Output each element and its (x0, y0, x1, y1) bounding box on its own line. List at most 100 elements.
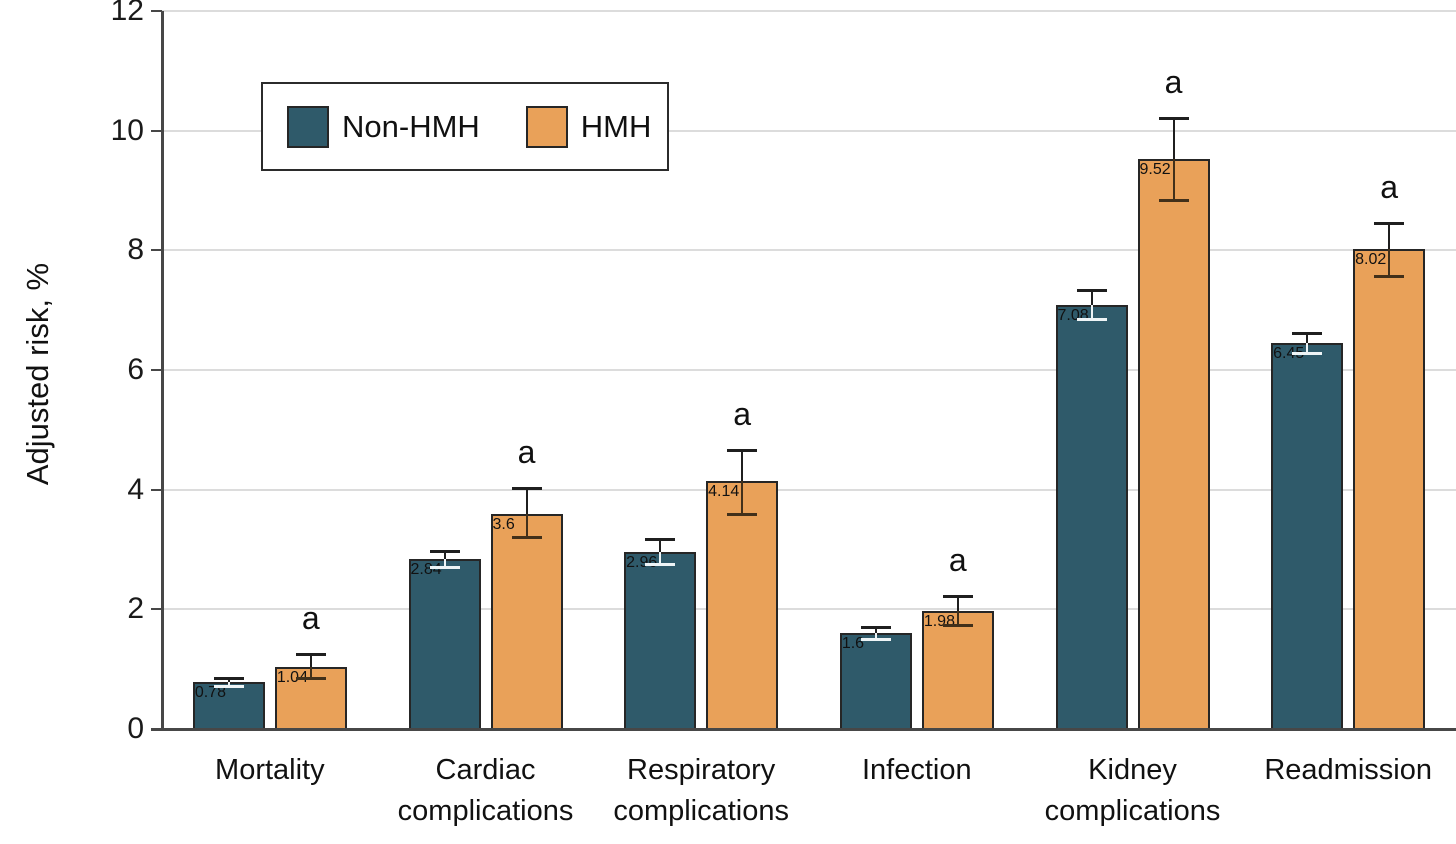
bar-hmh-4: 9.52 (1137, 159, 1210, 729)
error-bar-lower-hmh-5 (1388, 249, 1391, 277)
y-tick-label-8: 8 (127, 233, 144, 267)
gridline-10 (162, 129, 1456, 132)
error-cap-bottom-hmh-2 (727, 512, 758, 516)
error-cap-top-nonhmh-3 (860, 626, 891, 630)
bar-nonhmh-4: 7.08 (1055, 305, 1128, 729)
error-bar-upper-hmh-4 (1172, 118, 1175, 160)
bar-nonhmh-3: 1.6 (839, 633, 912, 729)
significance-marker-3: a (948, 541, 967, 578)
y-tick-label-2: 2 (127, 592, 144, 626)
y-tick-6 (151, 369, 162, 371)
error-bar-lower-nonhmh-1 (443, 559, 446, 568)
error-bar-lower-nonhmh-2 (659, 551, 662, 565)
legend-item-nonhmh: Non-HMH (287, 105, 480, 148)
error-bar-upper-hmh-3 (956, 595, 959, 611)
error-cap-bottom-nonhmh-0 (213, 684, 244, 688)
significance-marker-4: a (1164, 64, 1183, 101)
error-bar-lower-hmh-1 (525, 513, 528, 537)
significance-marker-5: a (1380, 168, 1399, 205)
significance-marker-2: a (733, 396, 752, 433)
error-bar-upper-nonhmh-2 (659, 538, 662, 552)
y-tick-2 (151, 608, 162, 611)
y-tick-10 (151, 129, 162, 132)
error-bar-lower-nonhmh-0 (227, 682, 230, 686)
category-label-5: Readmission (1264, 754, 1432, 786)
error-cap-top-hmh-4 (1158, 117, 1189, 121)
bar-hmh-1: 3.6 (490, 513, 563, 729)
category-label-3: Infection (862, 754, 972, 786)
error-cap-top-nonhmh-5 (1292, 331, 1323, 335)
error-bar-lower-hmh-0 (309, 666, 312, 679)
y-tick-label-12: 12 (110, 0, 144, 27)
y-tick-label-6: 6 (127, 353, 144, 386)
error-cap-top-hmh-3 (942, 594, 973, 598)
error-bar-lower-nonhmh-3 (874, 633, 877, 640)
bar-hmh-3: 1.98 (921, 610, 994, 729)
bar-nonhmh-0: 0.78 (192, 682, 265, 729)
category-label-2: Respiratory complications (613, 754, 789, 828)
error-cap-bottom-nonhmh-5 (1292, 352, 1323, 356)
significance-marker-1: a (517, 433, 536, 470)
bar-nonhmh-5: 6.45 (1271, 343, 1344, 729)
error-cap-bottom-nonhmh-1 (429, 566, 460, 570)
bar-nonhmh-2: 2.96 (624, 551, 697, 729)
error-cap-top-nonhmh-4 (1076, 289, 1107, 293)
gridline-12 (162, 10, 1456, 12)
legend-label-hmh: HMH (580, 108, 652, 144)
legend: Non-HMH HMH (261, 82, 669, 171)
error-cap-top-nonhmh-0 (213, 677, 244, 681)
gridline-4 (162, 488, 1456, 491)
error-bar-lower-hmh-4 (1172, 159, 1175, 201)
error-bar-upper-hmh-2 (741, 450, 744, 482)
error-bar-lower-nonhmh-4 (1090, 305, 1093, 320)
error-cap-bottom-nonhmh-3 (860, 638, 891, 642)
error-cap-bottom-hmh-0 (295, 677, 326, 681)
error-cap-top-hmh-2 (727, 449, 758, 453)
error-bar-lower-hmh-3 (956, 610, 959, 625)
error-bar-upper-hmh-5 (1388, 222, 1391, 250)
legend-item-hmh: HMH (525, 105, 652, 148)
y-axis-line (161, 11, 164, 730)
error-bar-upper-hmh-1 (525, 487, 528, 514)
error-bar-upper-hmh-0 (309, 654, 312, 667)
error-bar-upper-nonhmh-4 (1090, 290, 1093, 306)
y-tick-label-10: 10 (110, 113, 144, 147)
category-label-1: Cardiac complications (397, 754, 574, 828)
error-bar-upper-nonhmh-1 (443, 551, 446, 560)
error-cap-top-hmh-1 (511, 486, 542, 490)
y-tick-12 (151, 10, 162, 12)
error-cap-top-hmh-0 (295, 653, 326, 657)
error-bar-upper-nonhmh-3 (874, 627, 877, 634)
y-tick-label-0: 0 (127, 712, 144, 745)
y-tick-label-4: 4 (127, 472, 144, 506)
gridline-2 (162, 608, 1456, 611)
y-tick-4 (151, 488, 162, 491)
error-bar-lower-hmh-2 (741, 481, 744, 514)
y-axis-title: Adjusted risk, % (20, 262, 55, 486)
category-label-4: Kidney complications (1044, 754, 1221, 828)
error-cap-top-nonhmh-1 (429, 550, 460, 554)
error-cap-bottom-nonhmh-4 (1076, 318, 1107, 322)
error-cap-bottom-nonhmh-2 (645, 563, 676, 567)
legend-swatch-nonhmh (287, 105, 329, 148)
bar-nonhmh-1: 2.84 (408, 559, 481, 729)
gridline-8 (162, 249, 1456, 252)
plot-area: 0.78 2.84 2.96 1.6 7.08 6.45 1.04 a 3.6 a 4.14 a 1.9… (162, 10, 1456, 729)
bar-hmh-2: 4.14 (706, 481, 779, 729)
significance-marker-0: a (301, 600, 320, 637)
x-axis-baseline (151, 728, 1456, 731)
error-cap-bottom-hmh-3 (942, 623, 973, 627)
error-cap-top-nonhmh-2 (645, 537, 676, 541)
error-bar-lower-nonhmh-5 (1306, 343, 1309, 354)
error-bar-upper-nonhmh-0 (227, 678, 230, 683)
error-cap-top-hmh-5 (1374, 221, 1405, 225)
gridline-6 (162, 369, 1456, 371)
error-bar-upper-nonhmh-5 (1306, 332, 1309, 344)
legend-swatch-hmh (525, 105, 568, 148)
legend-label-nonhmh: Non-HMH (342, 108, 480, 144)
error-cap-bottom-hmh-1 (511, 535, 542, 539)
error-cap-bottom-hmh-4 (1158, 199, 1189, 203)
y-tick-8 (151, 249, 162, 252)
category-label-0: Mortality (215, 754, 325, 786)
